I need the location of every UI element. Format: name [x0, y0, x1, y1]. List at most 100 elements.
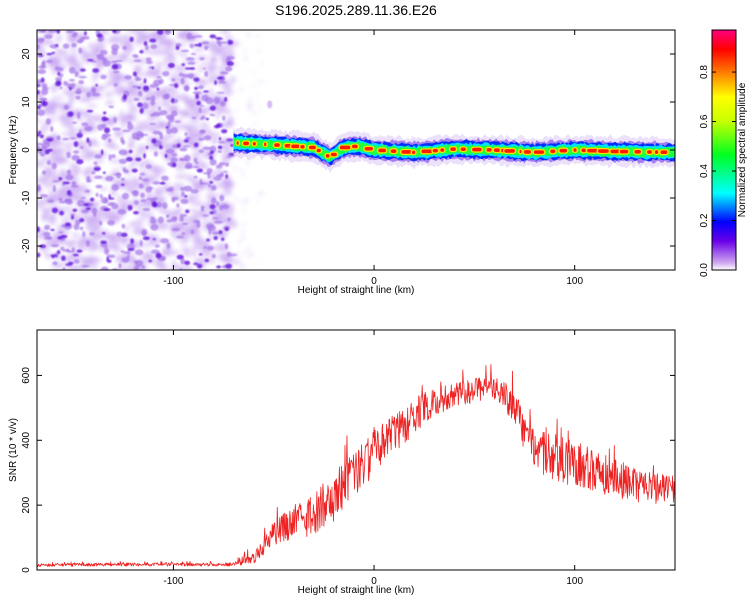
noise-blob — [100, 74, 107, 80]
noise-blob-dark — [132, 71, 138, 77]
noise-blob-dark — [57, 249, 61, 255]
noise-blob — [195, 161, 199, 165]
signal-core-red — [519, 149, 522, 154]
noise-blob-dark — [193, 262, 199, 266]
noise-blob-dark — [221, 237, 225, 242]
noise-blob — [93, 161, 98, 165]
noise-blob-dark — [109, 197, 115, 200]
noise-blob-dark — [37, 252, 41, 258]
noise-blob — [94, 175, 103, 179]
noise-blob-dark — [196, 168, 203, 173]
noise-blob — [54, 66, 60, 71]
noise-blob — [121, 139, 126, 145]
noise-blob-dark — [56, 30, 61, 34]
noise-blob — [95, 192, 99, 197]
noise-blob — [185, 38, 196, 43]
noise-blob — [192, 165, 200, 169]
noise-blob — [193, 175, 198, 179]
noise-blob — [186, 177, 200, 183]
noise-blob-dark — [151, 138, 157, 144]
colorbar-tick-label: 0.2 — [699, 213, 710, 227]
noise-blob-dark — [55, 80, 62, 87]
noise-blob-dark — [46, 148, 53, 152]
noise-blob — [179, 158, 184, 161]
noise-blob-faint — [255, 95, 259, 98]
noise-blob — [211, 231, 220, 235]
noise-blob-dark — [225, 263, 233, 269]
noise-blob — [81, 122, 89, 127]
noise-blob — [174, 120, 181, 123]
signal-core-red — [308, 145, 316, 150]
noise-blob — [68, 78, 76, 82]
noise-blob — [118, 265, 132, 270]
noise-blob — [191, 116, 197, 120]
noise-blob — [150, 224, 159, 231]
noise-blob-dark — [64, 222, 71, 227]
noise-blob — [225, 162, 229, 167]
noise-blob — [219, 194, 225, 202]
noise-blob — [227, 217, 231, 222]
noise-blob — [201, 94, 209, 102]
noise-blob-faint — [260, 62, 264, 66]
noise-blob-dark — [103, 208, 111, 212]
signal-core-red — [634, 150, 641, 154]
noise-blob — [193, 219, 201, 223]
noise-blob — [186, 57, 195, 61]
signal-core-red — [325, 154, 330, 158]
noise-blob — [149, 122, 157, 126]
noise-blob — [136, 73, 150, 78]
noise-blob — [85, 224, 90, 230]
noise-blob-dark — [172, 162, 177, 168]
noise-blob — [86, 216, 96, 225]
noise-blob — [52, 185, 57, 193]
noise-blob — [122, 45, 127, 51]
y-tick-label: 20 — [21, 48, 32, 60]
noise-blob-faint — [242, 207, 246, 212]
noise-blob — [206, 245, 215, 251]
noise-blob — [42, 253, 53, 257]
noise-blob — [71, 154, 80, 161]
noise-blob-faint — [261, 80, 266, 83]
noise-blob — [188, 73, 195, 79]
noise-blob — [146, 97, 151, 101]
noise-blob — [139, 172, 146, 176]
signal-core-red — [486, 148, 492, 152]
noise-blob-dark — [156, 87, 160, 91]
noise-blob — [111, 48, 118, 56]
noise-blob — [124, 226, 129, 233]
noise-blob-faint — [243, 56, 249, 61]
noise-blob — [113, 116, 118, 124]
noise-blob — [53, 147, 65, 155]
noise-blob — [111, 154, 116, 159]
noise-blob-dark — [151, 201, 157, 208]
noise-blob — [210, 184, 217, 191]
noise-blob — [108, 105, 115, 109]
noise-blob-dark — [86, 109, 94, 113]
noise-blob — [226, 251, 232, 258]
noise-blob — [174, 160, 188, 167]
noise-blob — [185, 136, 191, 141]
noise-blob-dark — [46, 138, 54, 142]
noise-blob-dark — [198, 42, 202, 47]
noise-blob — [41, 145, 48, 152]
noise-blob — [181, 232, 186, 235]
noise-blob — [87, 248, 94, 252]
noise-blob — [91, 77, 98, 82]
noise-blob — [207, 184, 212, 188]
noise-blob — [204, 70, 209, 78]
noise-blob-dark — [173, 83, 179, 89]
noise-blob — [152, 32, 166, 42]
noise-blob — [163, 57, 171, 62]
noise-blob-dark — [103, 127, 111, 134]
noise-blob — [219, 41, 228, 44]
noise-blob — [115, 172, 122, 179]
noise-blob — [85, 240, 90, 247]
noise-blob — [173, 64, 187, 74]
noise-blob — [124, 75, 133, 80]
noise-blob — [171, 227, 181, 232]
noise-blob — [50, 244, 60, 248]
noise-blob — [57, 48, 69, 54]
signal-core-red — [274, 143, 280, 147]
noise-blob — [133, 30, 143, 36]
